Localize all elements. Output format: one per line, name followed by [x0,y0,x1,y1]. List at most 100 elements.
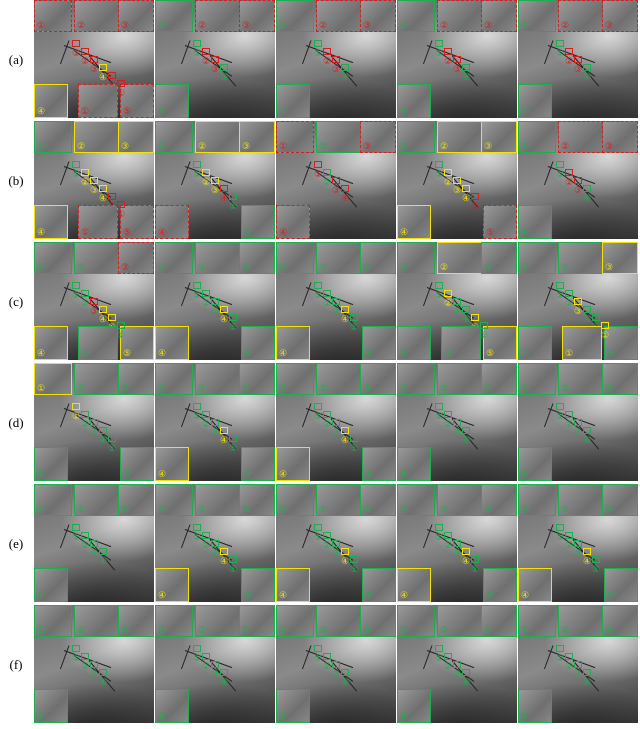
inset-number: ⑤ [365,469,374,479]
detection-number: ③ [332,548,341,558]
detection-number: ④ [583,72,592,82]
vessel-line [543,161,554,186]
inset-number: ② [198,20,207,30]
detection-number: ④ [99,677,108,687]
detection-box [229,314,237,321]
detection-box [574,56,582,63]
zoom-inset: ④ [397,84,431,118]
inset-number: ③ [605,262,614,272]
detection-box [90,177,98,184]
inset-number: ③ [605,20,614,30]
detection-box [565,48,573,55]
detection-box [480,322,488,329]
zoom-inset: ① [397,242,435,274]
inset-number: ④ [400,106,409,116]
zoom-inset: ③ [239,484,275,516]
inset-number: ④ [279,227,288,237]
zoom-inset: ③ [481,0,517,32]
detection-number: ③ [90,306,99,316]
inset-number: ④ [279,469,288,479]
zoom-inset: ⑤ [604,568,638,602]
detection-box [202,532,210,539]
detection-number: ① [72,653,81,663]
detection-number: ④ [99,556,108,566]
zoom-inset: ① [518,363,556,395]
zoom-inset: ④ [155,205,189,239]
detection-box [583,64,591,71]
zoom-inset: ③ [118,605,154,637]
zoom-inset: ① [34,363,72,395]
inset-number: ③ [121,141,130,151]
detection-box [220,427,228,434]
detection-box [99,306,107,313]
zoom-inset: ① [155,484,193,516]
vessel-line [59,645,70,670]
zoom-inset: ③ [602,0,638,32]
detection-number: ④ [583,193,592,203]
detection-number: ④ [220,435,229,445]
detection-box [435,282,443,289]
detection-box [72,645,80,652]
detection-box [444,169,452,176]
zoom-inset: ④ [518,447,552,481]
detection-box [81,411,89,418]
inset-number: ② [77,625,86,635]
detection-number: ③ [574,185,583,195]
detection-number: ④ [462,193,471,203]
detection-box [211,419,219,426]
inset-number: ① [81,348,90,358]
detection-box [592,314,600,321]
detection-number: ① [193,532,202,542]
detection-number: ④ [341,314,350,324]
detection-box [565,169,573,176]
zoom-inset: ③ [118,242,154,274]
detection-box [444,48,452,55]
inset-number: ⑤ [607,348,616,358]
inset-number: ④ [158,227,167,237]
inset-number: ① [158,625,167,635]
zoom-inset: ⑤ [241,326,275,360]
zoom-inset: ⑤ [120,447,154,481]
zoom-inset: ① [276,242,314,274]
inset-number: ② [319,383,328,393]
detection-box [583,669,591,676]
detection-box [314,645,322,652]
detection-number: ③ [332,427,341,437]
inset-number: ⑤ [244,590,253,600]
zoom-inset: ④ [518,205,552,239]
inset-number: ① [279,625,288,635]
zoom-inset: ③ [239,363,275,395]
zoom-inset: ① [276,0,314,32]
detection-box [99,427,107,434]
zoom-inset: ④ [397,689,431,723]
detection-number: ③ [453,306,462,316]
zoom-inset: ④ [34,84,68,118]
detection-number: ① [314,169,323,179]
detection-number: ② [323,298,332,308]
detection-number: ④ [220,314,229,324]
detection-box [193,524,201,531]
detection-number: ② [444,177,453,187]
inset-number: ④ [521,348,530,358]
zoom-inset: ⑤ [483,205,517,239]
vessel-line [543,40,554,65]
detection-box [99,64,107,71]
detection-box [583,185,591,192]
zoom-inset: ③ [481,363,517,395]
inset-number: ⑤ [123,469,132,479]
inset-number: ③ [605,383,614,393]
vessel-line [422,524,433,549]
zoom-inset: ④ [518,326,552,360]
inset-number: ① [279,20,288,30]
inset-number: ① [400,141,409,151]
detection-box [332,298,340,305]
inset-number: ① [158,504,167,514]
inset-number: ④ [521,106,530,116]
zoom-inset: ⑤ [241,205,275,239]
detection-number: ④ [341,435,350,445]
zoom-inset: ① [276,605,314,637]
